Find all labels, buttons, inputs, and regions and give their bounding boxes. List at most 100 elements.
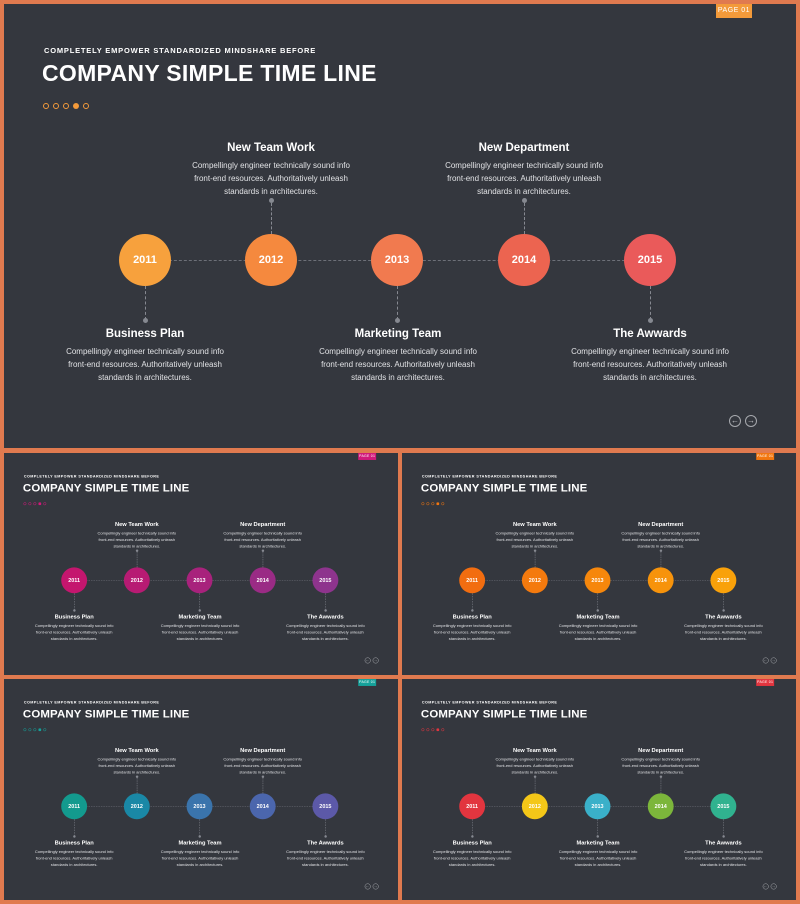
- year-circle-2011: 2011: [459, 793, 486, 820]
- slide-subtitle: COMPLETELY EMPOWER STANDARDIZED MINDSHAR…: [421, 473, 558, 479]
- milestone-title: New Team Work: [114, 521, 159, 528]
- slide-thumbnail-magenta[interactable]: PAGE 01 COMPLETELY EMPOWER STANDARDIZED …: [4, 453, 398, 675]
- year-label: 2011: [68, 803, 81, 810]
- page-badge: PAGE 01: [756, 679, 775, 686]
- milestone-business-plan: Business Plan Compellingly engineer tech…: [34, 614, 114, 642]
- year-circle-2012: 2012: [521, 793, 548, 820]
- year-label: 2013: [193, 803, 206, 810]
- slide-thumbnail-teal[interactable]: PAGE 01 COMPLETELY EMPOWER STANDARDIZED …: [4, 679, 398, 900]
- dot-icon: [431, 502, 435, 506]
- arrow-right-icon: →: [771, 657, 776, 663]
- year-circle-2012: 2012: [123, 793, 150, 820]
- year-circle-2015: 2015: [624, 234, 676, 286]
- year-label: 2015: [319, 577, 332, 584]
- prev-slide-button[interactable]: ←: [364, 657, 371, 664]
- prev-slide-button[interactable]: ←: [364, 883, 371, 890]
- milestone-description: Compellingly engineer technically sound …: [34, 849, 114, 868]
- arrow-left-icon: ←: [731, 416, 739, 425]
- year-circle-2014: 2014: [249, 793, 276, 820]
- dot-icon: [426, 502, 430, 506]
- page-badge: PAGE 01: [716, 4, 752, 18]
- milestone-title: Marketing Team: [178, 840, 222, 847]
- connector-knob: [261, 549, 265, 553]
- milestone-new-department: New Department Compellingly engineer tec…: [223, 748, 303, 776]
- prev-slide-button[interactable]: ←: [762, 657, 769, 664]
- prev-slide-button[interactable]: ←: [762, 883, 769, 890]
- next-slide-button[interactable]: →: [770, 883, 777, 890]
- connector-knob: [596, 609, 600, 612]
- milestone-description: Compellingly engineer technically sound …: [34, 623, 114, 642]
- milestone-title: New Team Work: [512, 521, 557, 528]
- slide-title: COMPANY SIMPLE TIME LINE: [42, 60, 377, 86]
- slide-thumbnail-multicolor[interactable]: PAGE 01 COMPLETELY EMPOWER STANDARDIZED …: [402, 679, 796, 900]
- connector-knob: [471, 609, 474, 612]
- milestone-title: Marketing Team: [178, 614, 222, 621]
- milestone-new-team-work: New Team Work Compellingly engineer tech…: [97, 748, 177, 776]
- milestone-marketing-team: Marketing Team Compellingly engineer tec…: [558, 840, 638, 868]
- page-badge: PAGE 01: [358, 453, 377, 460]
- connector-knob: [471, 835, 474, 838]
- milestone-the-awwards: The Awwards Compellingly engineer techni…: [286, 614, 366, 642]
- year-circle-2012: 2012: [123, 567, 150, 594]
- slide-main[interactable]: PAGE 01 COMPLETELY EMPOWER STANDARDIZED …: [4, 4, 796, 448]
- milestone-description: Compellingly engineer technically sound …: [223, 531, 302, 549]
- dot-icon: [441, 502, 445, 506]
- year-circle-2014: 2014: [498, 234, 550, 286]
- milestone-description: Compellingly engineer technically sound …: [571, 347, 729, 382]
- milestone-new-department: New Department Compellingly engineer tec…: [621, 522, 701, 550]
- year-label: 2012: [528, 577, 541, 584]
- arrow-right-icon: →: [747, 416, 755, 425]
- connector-knob: [198, 835, 202, 838]
- connector-line: [650, 286, 651, 320]
- arrow-left-icon: ←: [763, 883, 768, 889]
- dot-icon: [38, 728, 42, 732]
- connector-knob: [198, 609, 202, 612]
- milestone-new-team-work: New Team Work Compellingly engineer tech…: [97, 522, 177, 550]
- slide-thumbnail-orange[interactable]: PAGE 01 COMPLETELY EMPOWER STANDARDIZED …: [402, 453, 796, 675]
- next-slide-button[interactable]: →: [372, 657, 379, 664]
- year-circle-2012: 2012: [521, 567, 548, 594]
- dot-icon: [38, 502, 42, 506]
- year-circle-2012: 2012: [245, 234, 297, 286]
- next-slide-button[interactable]: →: [745, 415, 757, 427]
- decorative-dots: [421, 502, 445, 506]
- milestone-title: New Department: [478, 142, 570, 154]
- connector-knob: [135, 549, 139, 553]
- dot-icon: [43, 502, 47, 506]
- connector-line: [397, 286, 398, 320]
- milestone-business-plan: Business Plan Compellingly engineer tech…: [432, 840, 512, 868]
- milestone-description: Compellingly engineer technically sound …: [319, 347, 477, 382]
- year-label: 2015: [717, 803, 730, 810]
- milestone-title: New Department: [240, 747, 286, 754]
- next-slide-button[interactable]: →: [372, 883, 379, 890]
- connector-knob: [73, 835, 76, 838]
- prev-slide-button[interactable]: ←: [729, 415, 741, 427]
- year-circle-2015: 2015: [710, 793, 737, 820]
- connector-knob: [596, 835, 600, 838]
- year-label: 2014: [654, 803, 667, 810]
- year-label: 2012: [528, 803, 541, 810]
- next-slide-button[interactable]: →: [770, 657, 777, 664]
- milestone-description: Compellingly engineer technically sound …: [97, 531, 177, 549]
- slide-title: COMPANY SIMPLE TIME LINE: [22, 480, 190, 494]
- milestone-marketing-team: Marketing Team Compellingly engineer tec…: [558, 614, 638, 642]
- connector-line: [145, 286, 146, 320]
- milestone-marketing-team: Marketing Team Compellingly engineer tec…: [160, 614, 240, 642]
- year-circle-2015: 2015: [312, 793, 339, 820]
- year-label: 2015: [717, 577, 730, 584]
- milestone-description: Compellingly engineer technically sound …: [558, 623, 638, 642]
- dot-icon: [23, 502, 27, 506]
- milestone-title: The Awwards: [705, 840, 742, 847]
- decorative-dots: [421, 728, 445, 732]
- dot-icon: [33, 502, 37, 506]
- dot-icon: [28, 728, 32, 732]
- connector-knob: [73, 609, 76, 612]
- year-label: 2012: [130, 577, 143, 584]
- year-label: 2014: [256, 577, 269, 584]
- dot-icon: [436, 502, 440, 506]
- year-label: 2011: [68, 577, 81, 584]
- year-label: 2014: [256, 803, 269, 810]
- milestone-title: The Awwards: [307, 840, 344, 847]
- arrow-right-icon: →: [771, 883, 776, 889]
- milestone-the-awwards: The Awwards Compellingly engineer techni…: [684, 614, 764, 642]
